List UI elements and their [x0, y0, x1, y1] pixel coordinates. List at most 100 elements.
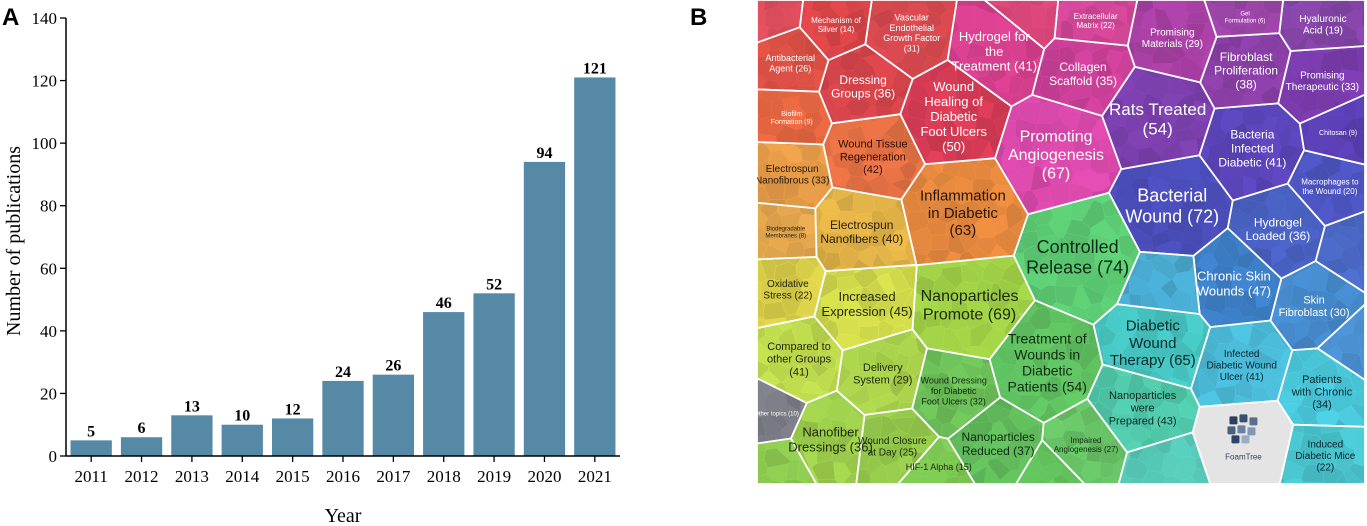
topic-label: Promising Materials (29): [1142, 27, 1203, 50]
topic-label: Nanoparticles Reduced (37): [961, 430, 1034, 458]
topic-label: Promoting Angiogenesis (67): [1008, 129, 1104, 183]
logo-mark: [1229, 416, 1238, 425]
panel-a-label: A: [2, 4, 20, 31]
topic-label: Patients with Chronic (34): [1291, 374, 1353, 411]
bar-value-label-2014: 10: [234, 408, 250, 425]
cell-border: [1191, 399, 1295, 484]
bar-value-label-2012: 6: [138, 420, 146, 437]
bar-value-label-2017: 26: [385, 358, 401, 375]
topic-label: Fibroblast Proliferation (38): [1214, 50, 1278, 92]
topic-label: Hydrogel Loaded (36): [1246, 215, 1311, 243]
logo-mark: [1231, 435, 1240, 444]
bar-2016: [322, 380, 364, 456]
foam-cells: [757, 0, 1365, 484]
topic-label: Rats Treated (54): [1109, 100, 1206, 139]
bar-chart: 5 2011 6 2012 13 2013 10 2014 12 2015 24 2016 26 2017…: [3, 9, 620, 526]
topic-label: Wound Closure at Day (25): [858, 436, 927, 459]
topic-label: Infected Diabetic Wound Ulcer (41): [1206, 349, 1276, 383]
cell-border: [1116, 250, 1201, 315]
bar-2014: [221, 424, 263, 456]
y-tick-label-40: 40: [40, 322, 57, 341]
topic-label: Dressing Groups (36): [831, 73, 895, 101]
topic-label: Biodegradable Membranes (8): [765, 227, 806, 240]
y-tick-label-0: 0: [49, 447, 58, 466]
bar-2018: [423, 312, 465, 456]
bar-value-label-2018: 46: [436, 295, 452, 312]
logo-mark: [1237, 425, 1246, 434]
foamtree-chart: Bacterial Wound (72) Controlled Release (74…: [757, 0, 1365, 484]
topic-label: Wound Tissue Regeneration (42): [838, 139, 908, 176]
bar-value-label-2013: 13: [184, 398, 200, 415]
bar-2019: [473, 293, 515, 456]
cell-texture: [1199, 103, 1305, 201]
cell-border: [1203, 0, 1284, 38]
x-tick-label-2018: 2018: [427, 467, 461, 486]
x-tick-label-2020: 2020: [527, 467, 561, 486]
topic-label: Induced Diabetic Mice (22): [1295, 440, 1355, 474]
topic-label: HIF-1 Alpha (15): [906, 462, 972, 472]
topic-label: Mechanism of Silver (14): [811, 16, 862, 34]
y-tick-label-140: 140: [32, 9, 58, 28]
y-tick-label-20: 20: [40, 384, 57, 403]
topic-cell-skin-fibroblast: [1269, 260, 1365, 352]
bar-value-label-2015: 12: [285, 401, 301, 418]
cell-border: [1298, 93, 1365, 166]
topic-label: Wound Dressing for Diabetic Foot Ulcers (3…: [920, 376, 986, 407]
cell-border: [1015, 439, 1086, 484]
topic-label: Collagen Scaffold (35): [1049, 60, 1117, 88]
cell-border: [757, 201, 818, 261]
foamtree-panel: Bacterial Wound (72) Controlled Release (74…: [757, 0, 1365, 484]
topic-label: Diabetic Wound Therapy (65): [1110, 318, 1196, 370]
topic-label: Wound Healing of Diabetic Foot Ulcers (50): [920, 79, 987, 154]
bar-2021: [574, 77, 616, 456]
topic-label: Increased Expression (45): [821, 289, 912, 319]
topic-label: Bacterial Wound (72): [1125, 186, 1219, 227]
y-axis-label: Number of publications: [3, 146, 25, 336]
logo-mark: [1241, 435, 1250, 444]
filler-cell: [757, 0, 804, 44]
bar-series: 5 2011 6 2012 13 2013 10 2014 12 2015 24 2016 26 2017…: [70, 60, 616, 486]
topic-cell-biodegradable-membranes: [757, 201, 818, 261]
bar-value-label-2019: 52: [486, 276, 502, 293]
x-tick-label-2013: 2013: [175, 467, 209, 486]
bar-value-label-2016: 24: [335, 364, 351, 381]
topic-label: Nanofiber Dressings (36): [788, 424, 873, 454]
topic-cell-hyaluronic-acid: [1278, 0, 1365, 52]
bar-value-label-2011: 5: [87, 423, 95, 440]
topic-label: Electrospun Nanofibers (40): [820, 218, 903, 246]
cell-border: [1316, 303, 1365, 381]
cell-border: [757, 0, 804, 44]
topic-label: Nanoparticles Promote (69): [921, 288, 1019, 323]
bar-value-label-2021: 121: [583, 60, 607, 77]
topic-label: Antibacterial Agent (26): [765, 53, 815, 73]
cell-border: [757, 255, 827, 330]
x-tick-label-2014: 2014: [225, 467, 260, 486]
topic-label: Promising Therapeutic (33): [1286, 71, 1359, 94]
topic-label: Bacteria Infected Diabetic (41): [1218, 128, 1286, 170]
logo-mark: [1239, 414, 1248, 423]
topic-label: Electrospun Nanofibrous (33): [757, 164, 829, 187]
logo-mark: [1247, 427, 1256, 436]
topic-label: Hydrogel for the Treatment (41): [952, 29, 1038, 74]
bar-2013: [171, 415, 213, 456]
topic-cell-promising-materials: [1126, 0, 1218, 84]
topic-label: Oxidative Stress (22): [763, 279, 812, 302]
topic-label: Extracellular Matrix (22): [1074, 12, 1118, 30]
x-tick-label-2019: 2019: [477, 467, 511, 486]
topic-label: Delivery System (29): [853, 362, 912, 387]
topic-label: Gel Formulation (6): [1225, 12, 1266, 25]
topic-label: Other topics (10): [757, 411, 799, 417]
x-tick-label-2017: 2017: [376, 467, 411, 486]
topic-label: Skin Fibroblast (30): [1279, 295, 1350, 320]
cell-border: [1314, 210, 1365, 294]
bar-2012: [120, 437, 163, 456]
x-axis-label: Year: [325, 505, 362, 526]
cell-border: [757, 88, 833, 146]
y-tick-label-100: 100: [32, 134, 58, 153]
cell-border: [897, 435, 976, 484]
bar-2015: [271, 418, 314, 456]
cell-border: [1278, 423, 1365, 484]
topic-label: Treatment of Wounds in Diabetic Patients (5…: [1008, 330, 1087, 394]
cell-border: [757, 437, 818, 484]
